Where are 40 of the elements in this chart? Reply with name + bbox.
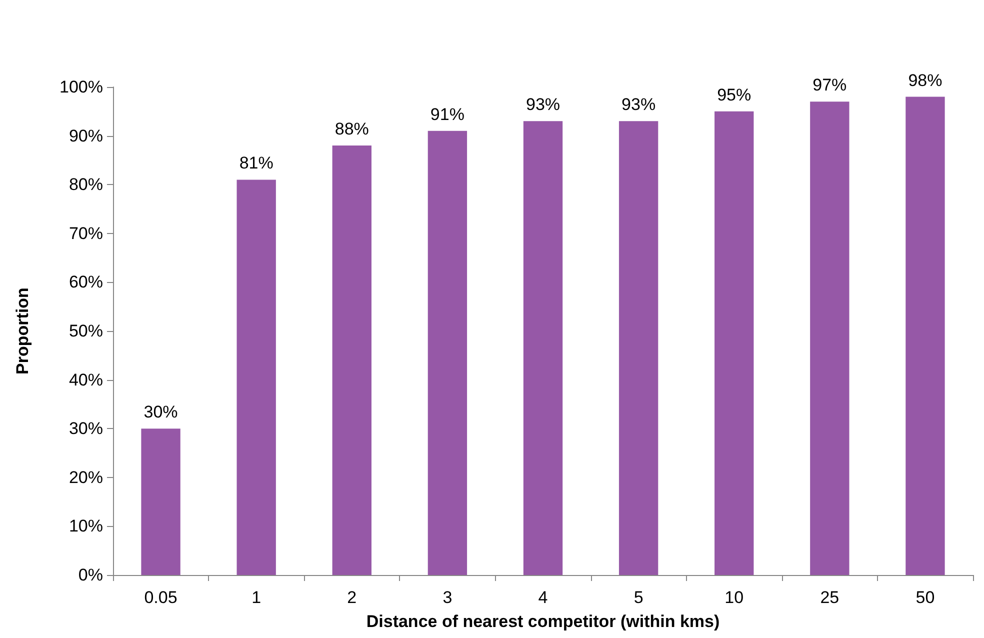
y-tick-label: 60% xyxy=(68,272,103,292)
y-tick-label: 100% xyxy=(60,78,103,96)
data-label: 30% xyxy=(144,402,178,422)
bar xyxy=(810,102,850,575)
x-tick-label: 0.05 xyxy=(144,588,178,607)
bar xyxy=(618,121,658,575)
bar xyxy=(906,96,945,575)
y-tick-label: 80% xyxy=(68,175,103,194)
y-tick-label: 10% xyxy=(68,516,103,536)
x-tick-label: 10 xyxy=(724,588,744,607)
bar xyxy=(714,111,754,575)
y-tick-label: 70% xyxy=(68,224,103,243)
y-tick-label: 20% xyxy=(68,468,103,487)
x-axis-title: Distance of nearest competitor (within kms) xyxy=(366,612,720,631)
x-tick-label: 1 xyxy=(252,588,262,607)
data-label: 93% xyxy=(526,95,560,114)
y-tick-label: 30% xyxy=(68,419,103,438)
data-label: 95% xyxy=(717,85,752,104)
x-tick-label: 5 xyxy=(634,588,644,607)
y-tick-label: 40% xyxy=(68,370,103,390)
data-label: 93% xyxy=(622,95,656,114)
bar xyxy=(523,121,563,575)
bar xyxy=(236,180,276,575)
data-label: 91% xyxy=(430,104,464,124)
data-label: 98% xyxy=(908,70,942,90)
y-tick-label: 0% xyxy=(78,566,103,584)
y-axis-title: Proportion xyxy=(13,288,32,374)
data-label: 88% xyxy=(334,120,369,139)
data-label: 81% xyxy=(239,154,274,173)
bar xyxy=(428,130,468,575)
x-tick-label: 50 xyxy=(916,588,935,607)
y-tick-label: 90% xyxy=(68,126,103,146)
x-tick-label: 4 xyxy=(538,588,548,607)
x-tick-label: 25 xyxy=(820,588,840,607)
bar xyxy=(141,428,180,575)
bar xyxy=(332,146,372,575)
x-tick-label: 3 xyxy=(442,588,452,607)
x-tick-label: 2 xyxy=(347,588,357,607)
y-tick-label: 50% xyxy=(68,322,103,340)
data-label: 97% xyxy=(812,76,847,95)
